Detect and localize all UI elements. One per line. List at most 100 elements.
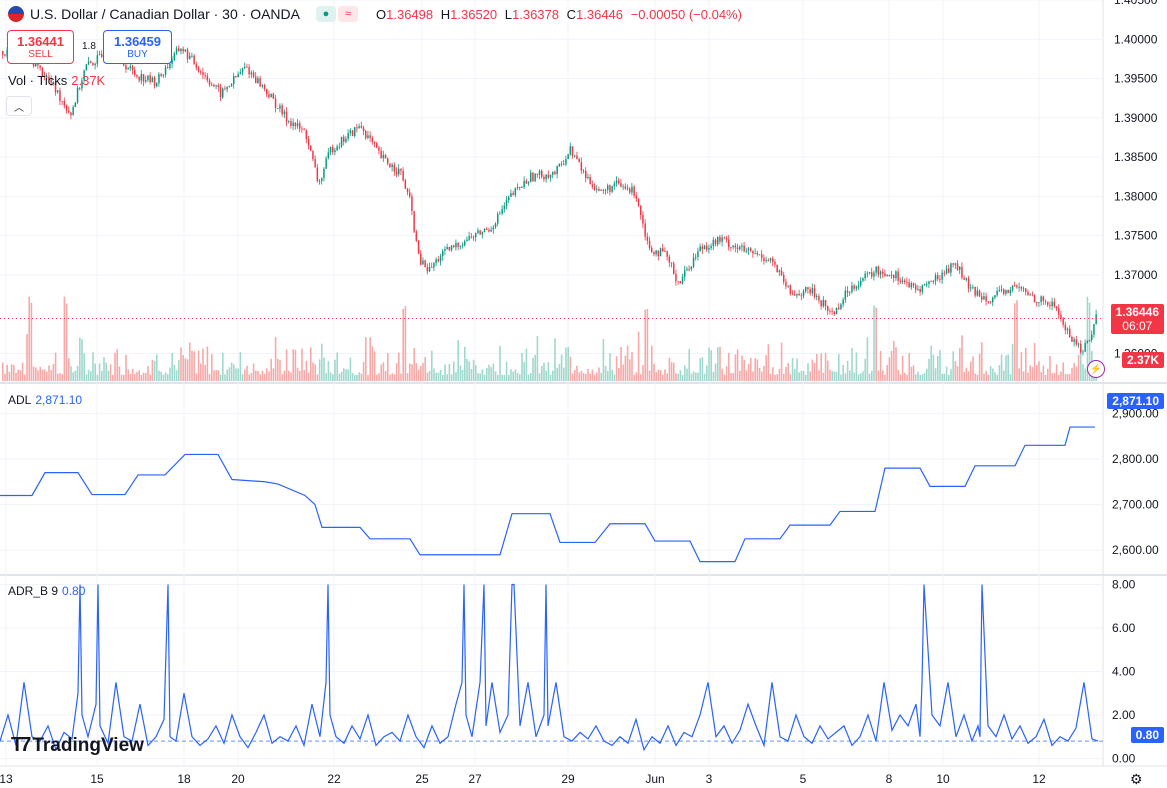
volume-bar — [173, 364, 176, 381]
volume-bar — [431, 350, 433, 381]
volume-bar — [774, 374, 776, 381]
candle-body — [437, 259, 440, 262]
candle-body — [79, 88, 81, 89]
candle-body — [1049, 304, 1051, 307]
candle-body — [565, 159, 567, 165]
adr-tick-label: 8.00 — [1112, 578, 1136, 592]
volume-bar — [8, 371, 11, 381]
volume-bar — [879, 350, 882, 381]
volume-bar — [41, 369, 44, 381]
volume-bar — [169, 367, 171, 381]
volume-bar — [246, 365, 248, 381]
volume-bar — [28, 296, 30, 381]
candle-body — [787, 285, 789, 287]
candle-body — [362, 127, 365, 131]
candle-body — [642, 215, 644, 224]
candle-body — [615, 180, 618, 184]
volume-bar — [189, 342, 191, 381]
volume-bar — [391, 373, 393, 381]
candle-body — [967, 278, 970, 289]
candle-body — [666, 251, 668, 257]
volume-bar — [800, 370, 803, 381]
volume-bar — [635, 372, 638, 381]
buy-button[interactable]: 1.36459 BUY — [103, 30, 172, 64]
candle-body — [655, 250, 657, 255]
candle-body — [294, 122, 297, 127]
volume-bar — [842, 364, 844, 381]
volume-bar — [791, 357, 794, 381]
candle-body — [855, 286, 858, 289]
collapse-legend-button[interactable]: ︿ — [6, 96, 32, 116]
adr-legend[interactable]: ADR_B 9 0.80 — [8, 584, 85, 598]
candle-body — [219, 87, 222, 98]
volume-bar — [712, 371, 715, 381]
market-open-dot-icon[interactable]: ● — [316, 6, 336, 22]
volume-bar — [140, 374, 143, 381]
volume-bar — [68, 358, 70, 381]
volume-bar — [257, 370, 259, 381]
volume-bar — [1018, 368, 1020, 381]
candle-body — [928, 281, 930, 285]
volume-bar — [365, 337, 367, 381]
volume-bar — [420, 366, 422, 381]
volume-bar — [904, 372, 906, 381]
candle-body — [356, 127, 358, 129]
candle-body — [41, 67, 44, 77]
candle-body — [1088, 340, 1091, 342]
symbol-title[interactable]: U.S. Dollar / Canadian Dollar · 30 · OAN… — [30, 6, 300, 22]
candle-body — [728, 239, 730, 248]
candle-body — [521, 187, 523, 189]
adr-value: 0.80 — [62, 584, 86, 598]
price-tick-label: 1.37500 — [1114, 229, 1158, 243]
volume-bar — [1031, 366, 1034, 381]
candle-body — [323, 168, 325, 179]
volume-bar — [503, 374, 506, 381]
candle-body — [442, 250, 444, 257]
candle-body — [87, 61, 90, 65]
candle-body — [1014, 285, 1016, 287]
volume-bar — [629, 359, 631, 381]
volume-bar — [406, 373, 409, 381]
adr-tick-label: 2.00 — [1112, 708, 1136, 722]
volume-bar — [30, 302, 33, 381]
volume-bar — [954, 361, 957, 381]
volume-legend[interactable]: Vol · Ticks 2.37K — [8, 73, 105, 88]
volume-bar — [589, 373, 591, 381]
volume-bar — [217, 370, 220, 381]
delayed-wave-icon[interactable]: ≈ — [338, 6, 358, 22]
volume-bar — [21, 362, 24, 381]
volume-bar — [651, 345, 653, 381]
candle-body — [288, 121, 290, 122]
candle-body — [160, 74, 162, 76]
candle-body — [1029, 294, 1031, 296]
volume-bar — [939, 350, 941, 381]
volume-bar — [642, 365, 644, 381]
candle-body — [743, 245, 745, 252]
candle-body — [1003, 289, 1005, 294]
volume-bar — [129, 373, 132, 381]
candle-body — [681, 276, 684, 284]
volume-bar — [624, 355, 627, 381]
candle-body — [899, 280, 902, 282]
candle-body — [877, 266, 880, 275]
volume-bar — [301, 348, 303, 381]
candle-body — [736, 247, 739, 250]
candle-body — [970, 287, 972, 289]
candle-body — [976, 290, 979, 296]
sell-button[interactable]: 1.36441 SELL — [7, 30, 74, 64]
sell-label: SELL — [28, 49, 53, 60]
candle-body — [332, 147, 334, 153]
adl-legend[interactable]: ADL 2,871.10 — [8, 393, 82, 407]
volume-bar — [901, 355, 904, 381]
volume-bar — [857, 374, 860, 381]
candle-body — [61, 101, 63, 102]
volume-bar — [541, 366, 543, 381]
settings-gear-icon[interactable]: ⚙ — [1130, 771, 1143, 787]
volume-bar — [875, 307, 877, 381]
volume-bar — [19, 370, 22, 381]
lightning-icon[interactable]: ⚡ — [1087, 360, 1105, 378]
candle-body — [915, 285, 917, 290]
buy-price: 1.36459 — [114, 34, 161, 49]
volume-bar — [461, 369, 464, 381]
